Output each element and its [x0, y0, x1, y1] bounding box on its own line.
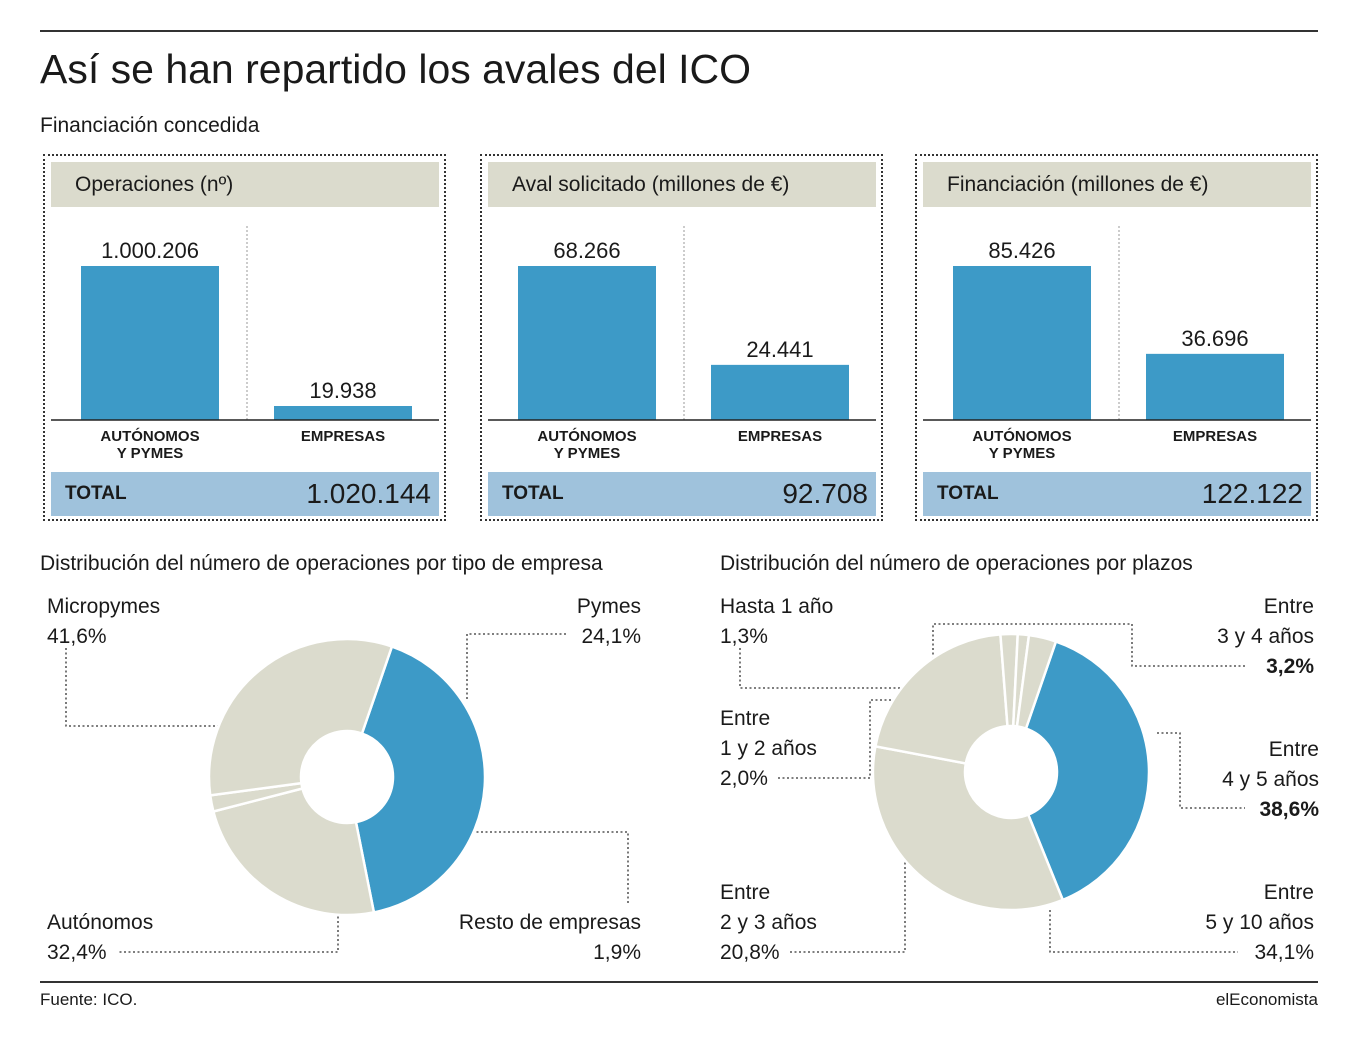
bar-value-label: 36.696 — [1181, 326, 1248, 351]
total-bar: TOTAL 92.708 — [488, 472, 876, 516]
label-e34-line2: 3 y 4 años — [1217, 625, 1314, 648]
label-e34-line1: Entre — [1263, 595, 1314, 618]
panel-title: Aval solicitado (millones de €) — [488, 162, 876, 207]
label-e23: Entre 2 y 3 años 20,8% — [720, 878, 817, 968]
label-e12-value: 2,0% — [720, 767, 768, 790]
bar-autonomos-pymes — [81, 266, 219, 420]
label-e12-line1: Entre — [720, 707, 771, 730]
bar-empresas — [1146, 353, 1284, 420]
total-label: TOTAL — [937, 483, 999, 504]
total-value: 1.020.144 — [306, 478, 431, 509]
label-pymes-name: Pymes — [576, 595, 641, 618]
total-label: TOTAL — [502, 483, 564, 504]
label-e45: Entre 4 y 5 años 38,6% — [1180, 735, 1319, 825]
label-resto: Resto de empresas 1,9% — [420, 908, 641, 968]
bar-value-label: 19.938 — [309, 378, 376, 403]
page-subtitle: Financiación concedida — [40, 114, 260, 137]
category-label: AUTÓNOMOS — [537, 427, 636, 445]
donut1-slice-autonomos — [207, 637, 394, 797]
label-pymes: Pymes 24,1% — [540, 592, 641, 652]
label-autonomos-name: Autónomos — [47, 911, 154, 934]
category-label: AUTÓNOMOS — [972, 427, 1071, 445]
label-autonomos: Autónomos 32,4% — [47, 908, 153, 968]
bar-value-label: 24.441 — [746, 337, 813, 362]
label-e510-value: 34,1% — [1254, 941, 1314, 964]
label-e510: Entre 5 y 10 años 34,1% — [1160, 878, 1314, 968]
category-label: EMPRESAS — [301, 428, 385, 445]
total-value: 122.122 — [1201, 478, 1303, 509]
panel-financiacion: Financiación (millones de €) 85.426 AUTÓN… — [915, 154, 1318, 521]
category-label: Y PYMES — [554, 445, 620, 462]
label-hasta1: Hasta 1 año 1,3% — [720, 592, 833, 652]
donut2-slice-entre-3-y-4-anos — [1015, 633, 1058, 731]
label-hasta1-name: Hasta 1 año — [720, 595, 834, 618]
top-rule — [40, 30, 1318, 32]
donut-chart-tipo-empresa — [207, 637, 487, 917]
label-pymes-value: 24,1% — [581, 625, 641, 648]
panel-title: Financiación (millones de €) — [923, 162, 1311, 207]
bar-autonomos-pymes — [953, 266, 1091, 420]
bar-value-label: 85.426 — [988, 238, 1055, 263]
donut1-slice-micropymes — [354, 644, 487, 914]
category-label: AUTÓNOMOS — [100, 427, 199, 445]
bar-value-label: 1.000.206 — [101, 238, 199, 263]
donut-chart-plazos — [871, 632, 1151, 912]
total-bar: TOTAL 122.122 — [923, 472, 1311, 516]
label-micropymes-name: Micropymes — [47, 595, 161, 618]
label-resto-name: Resto de empresas — [458, 911, 641, 934]
bar-empresas — [711, 364, 849, 420]
bar-value-label: 68.266 — [553, 238, 620, 263]
section-title-tipo-empresa: Distribución del número de operaciones p… — [40, 552, 603, 575]
label-e45-line1: Entre — [1268, 738, 1319, 761]
total-value: 92.708 — [782, 478, 868, 509]
donut2-slice-entre-5-y-10-anos — [871, 744, 1065, 912]
total-bar: TOTAL 1.020.144 — [51, 472, 439, 516]
total-label: TOTAL — [65, 483, 127, 504]
page-title: Así se han repartido los avales del ICO — [40, 46, 752, 92]
label-hasta1-value: 1,3% — [720, 625, 768, 648]
label-micropymes-value: 41,6% — [47, 625, 107, 648]
panel-operaciones: Operaciones (nº) 1.000.206 AUTÓNOMOS Y PYM… — [43, 154, 446, 521]
label-resto-value: 1,9% — [593, 941, 641, 964]
category-label: EMPRESAS — [1173, 428, 1257, 445]
label-e45-value: 38,6% — [1259, 798, 1319, 821]
donut2-slice-entre-2-y-3-anos — [873, 633, 1009, 765]
label-e34-value: 3,2% — [1266, 655, 1314, 678]
panel-title: Operaciones (nº) — [51, 162, 439, 207]
label-e12: Entre 1 y 2 años 2,0% — [720, 704, 817, 794]
label-e510-line1: Entre — [1263, 881, 1314, 904]
label-micropymes: Micropymes 41,6% — [47, 592, 160, 652]
label-e23-line1: Entre — [720, 881, 771, 904]
source-note: Fuente: ICO. — [40, 990, 138, 1009]
category-label: EMPRESAS — [738, 428, 822, 445]
category-label: Y PYMES — [117, 445, 183, 462]
label-e34: Entre 3 y 4 años 3,2% — [1180, 592, 1314, 682]
donut2-slice-entre-4-y-5-anos — [1024, 639, 1151, 902]
bar-empresas — [274, 406, 412, 420]
category-label: Y PYMES — [989, 445, 1055, 462]
leader-micropymes — [65, 648, 218, 727]
label-e12-line2: 1 y 2 años — [720, 737, 817, 760]
panel-aval: Aval solicitado (millones de €) 68.266 AU… — [480, 154, 883, 521]
donut1-slice-pymes — [211, 786, 376, 917]
label-e23-line2: 2 y 3 años — [720, 911, 817, 934]
label-autonomos-value: 32,4% — [47, 941, 107, 964]
bottom-rule — [40, 981, 1318, 983]
label-e45-line2: 4 y 5 años — [1222, 768, 1319, 791]
label-e510-line2: 5 y 10 años — [1205, 911, 1314, 934]
brand-logo: elEconomista — [1215, 990, 1318, 1009]
bar-autonomos-pymes — [518, 266, 656, 420]
section-title-plazos: Distribución del número de operaciones p… — [720, 552, 1193, 575]
label-e23-value: 20,8% — [720, 941, 780, 964]
